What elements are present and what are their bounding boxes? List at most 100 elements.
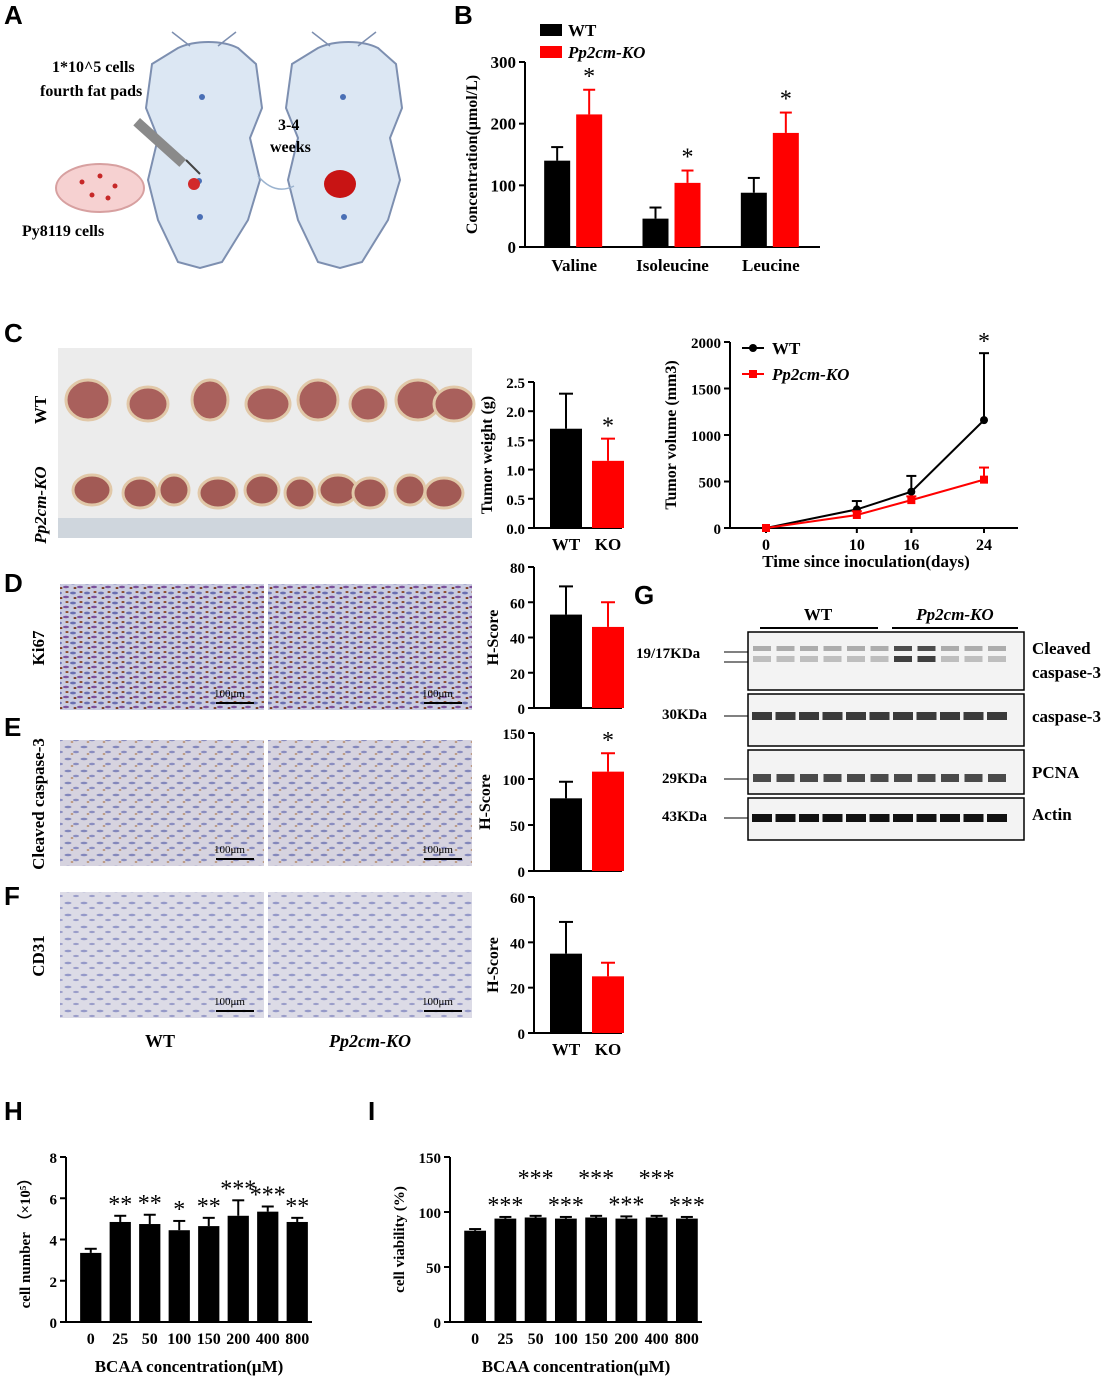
- significance-mark: ***: [220, 1176, 256, 1202]
- blot-band: [869, 814, 890, 822]
- y-tick-label: 8: [50, 1151, 58, 1167]
- tumor-specimen: [157, 473, 191, 507]
- blot-band: [940, 712, 960, 720]
- blot-band: [870, 774, 889, 782]
- chart-i: 0 50 100 150 cell viability (%) 0 *** 25 *** 50 **…: [392, 1151, 705, 1376]
- panel-label-g: G: [634, 580, 654, 610]
- tumor-specimen: [296, 378, 340, 422]
- bar: [550, 953, 582, 1033]
- y-tick-label: 0: [518, 1027, 526, 1043]
- x-tick-label: 150: [197, 1331, 221, 1348]
- x-tick-label: 24: [976, 537, 992, 554]
- data-point: [980, 475, 988, 484]
- tumor-specimen: [197, 476, 239, 510]
- tumor-specimen: [121, 476, 159, 510]
- blot-band: [870, 646, 889, 651]
- y-tick-label: 0: [714, 522, 722, 538]
- bar: [550, 798, 582, 871]
- data-point: [907, 496, 916, 505]
- y-tick-label: 1500: [691, 383, 721, 399]
- y-tick-label: 0.0: [506, 522, 525, 538]
- bar: [615, 1218, 638, 1322]
- x-tick-label: 100: [554, 1331, 578, 1348]
- tumor-photo: [58, 348, 476, 538]
- bar: [494, 1218, 517, 1322]
- tumor-specimen: [190, 378, 230, 422]
- bar: [592, 626, 624, 708]
- bar: [80, 1252, 102, 1322]
- panel-label-i: I: [368, 1096, 375, 1126]
- y-tick-label: 100: [491, 176, 517, 195]
- bar: [554, 1218, 577, 1322]
- blot-band-actin: Actin: [1032, 805, 1072, 824]
- blot-band: [870, 656, 889, 662]
- blot-band: [822, 712, 843, 720]
- legend-swatch: [540, 24, 562, 36]
- x-tick-label: Isoleucine: [636, 256, 709, 275]
- blot-band-cleaved: Cleaved: [1032, 639, 1091, 658]
- blot-band: [964, 774, 983, 782]
- blot-band: [846, 712, 866, 720]
- blot-band: [823, 656, 842, 662]
- y-tick-label: 60: [510, 891, 525, 907]
- schematic-mouse-right: [284, 31, 404, 270]
- scale-bars: [216, 702, 462, 1012]
- bar: [592, 976, 624, 1033]
- y-tick-label: 2000: [691, 336, 721, 352]
- ihc-col-label-ko: Pp2cm-KO: [328, 1031, 411, 1051]
- significance-mark: **: [138, 1191, 162, 1217]
- ihc-image-cd31-wt: [60, 892, 264, 1018]
- tumor-specimen: [126, 385, 170, 423]
- significance-mark: ***: [487, 1193, 523, 1219]
- syringe-icon: [133, 117, 201, 175]
- x-axis-label: BCAA concentration(μM): [95, 1357, 284, 1376]
- x-tick-label: 0: [762, 537, 770, 554]
- x-tick-label: 800: [285, 1331, 309, 1348]
- panel-label-b: B: [454, 0, 473, 30]
- y-tick-label: 0: [518, 865, 526, 881]
- blot-band: [775, 814, 796, 822]
- blot-band: [799, 814, 819, 822]
- blot-band: [894, 646, 912, 651]
- scale-bar-label: 100μm: [422, 688, 453, 700]
- y-tick-label: 2.0: [506, 405, 525, 421]
- significance-mark: *: [583, 64, 595, 90]
- significance-mark: *: [602, 414, 614, 440]
- bar: [585, 1217, 608, 1322]
- x-tick-label: 10: [849, 537, 865, 554]
- bar: [464, 1230, 487, 1322]
- legend-label: Pp2cm-KO: [567, 43, 645, 62]
- blot-band: [847, 774, 865, 782]
- y-tick-label: 20: [510, 982, 525, 998]
- blot-band: [917, 646, 936, 651]
- y-tick-label: 1.5: [506, 434, 525, 450]
- blot-band: [963, 712, 984, 720]
- x-tick-label: 800: [675, 1331, 699, 1348]
- photo-row-label-ko: Pp2cm-KO: [31, 466, 50, 544]
- scale-bar-label: 100μm: [214, 844, 245, 856]
- legend-marker: [749, 344, 757, 352]
- arrow-icon: [257, 175, 295, 190]
- ihc-image-ki67-ko: [268, 584, 472, 710]
- x-tick-label: WT: [552, 1040, 581, 1059]
- bar: [576, 114, 603, 248]
- significance-mark: *: [173, 1197, 185, 1223]
- tumor-specimen: [423, 476, 465, 510]
- y-tick-label: 4: [50, 1234, 58, 1250]
- blot-band: [753, 656, 771, 662]
- tumor-specimen: [243, 473, 281, 507]
- blot-band: [940, 814, 960, 822]
- y-axis-label: H-Score: [477, 774, 494, 830]
- x-axis-label: Time since inoculation(days): [762, 552, 969, 571]
- bar: [642, 218, 669, 247]
- y-tick-label: 6: [50, 1192, 58, 1208]
- blot-band: [963, 814, 984, 822]
- bar: [524, 1217, 547, 1322]
- y-tick-label: 2.5: [506, 376, 525, 392]
- data-point: [762, 524, 770, 532]
- blot-band: [916, 814, 937, 822]
- data-point: [907, 487, 916, 496]
- y-tick-label: 50: [510, 819, 525, 835]
- series-line: [765, 419, 985, 529]
